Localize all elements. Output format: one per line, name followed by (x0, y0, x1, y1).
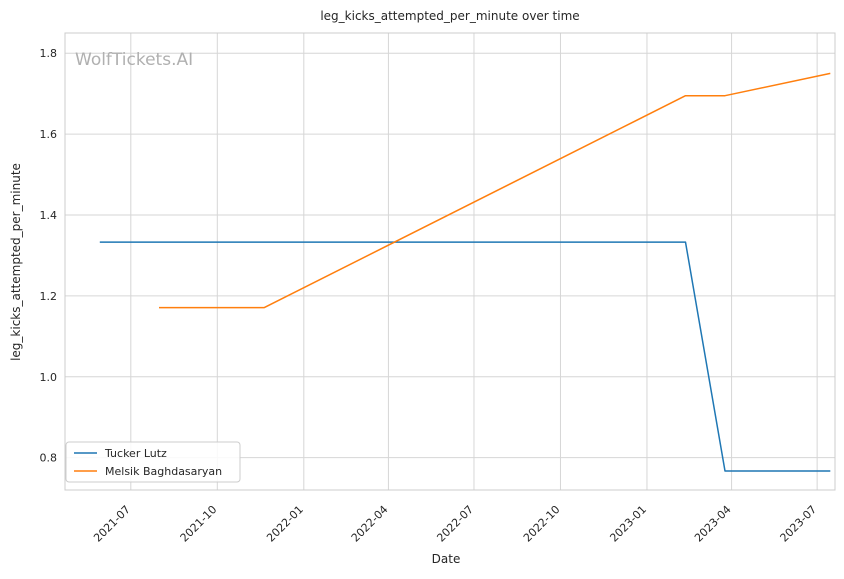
data-point (829, 469, 832, 472)
legend-label: Tucker Lutz (104, 447, 167, 460)
series-1 (158, 72, 832, 309)
legend-item: Tucker Lutz (74, 447, 167, 460)
data-point (263, 306, 266, 309)
y-tick-label: 1.2 (40, 290, 58, 303)
grid-layer (65, 33, 835, 490)
series-0 (98, 241, 832, 472)
data-point (829, 72, 832, 75)
data-point (724, 469, 727, 472)
y-tick-label: 1.6 (40, 128, 58, 141)
chart-title: leg_kicks_attempted_per_minute over time (320, 9, 579, 23)
legend-item: Melsik Baghdasaryan (74, 465, 222, 478)
data-point (98, 241, 101, 244)
series-line (99, 241, 831, 472)
plot-area (65, 33, 835, 490)
y-tick-label: 1.8 (40, 47, 58, 60)
series-line (159, 72, 831, 309)
data-point (158, 306, 161, 309)
legend-label: Melsik Baghdasaryan (105, 465, 222, 478)
data-point (684, 94, 687, 97)
x-axis-label: Date (432, 552, 461, 566)
y-tick-label: 0.8 (40, 452, 58, 465)
y-tick-label: 1.0 (40, 371, 58, 384)
series-layer (98, 72, 832, 472)
watermark-text: WolfTickets.AI (75, 50, 193, 70)
y-tick-label: 1.4 (40, 209, 58, 222)
legend: Tucker Lutz Melsik Baghdasaryan (65, 441, 241, 483)
legend-box (65, 441, 241, 483)
data-point (684, 241, 687, 244)
plot-frame (64, 32, 836, 491)
y-axis-label: leg_kicks_attempted_per_minute (9, 163, 23, 361)
data-point (724, 94, 727, 97)
